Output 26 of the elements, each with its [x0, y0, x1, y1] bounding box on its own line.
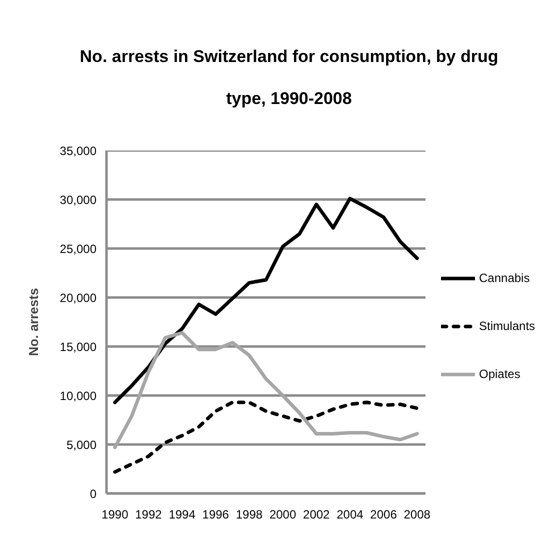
x-tick-label: 1992 [135, 508, 162, 522]
x-tick-label: 1996 [202, 508, 230, 522]
y-tick-label: 5,000 [66, 438, 97, 452]
y-tick-label: 35,000 [60, 144, 97, 158]
y-tick-label: 10,000 [60, 389, 97, 403]
line-series [113, 196, 419, 404]
legend-label: Cannabis [479, 270, 530, 286]
y-tick-label: 15,000 [60, 340, 97, 354]
line-series [113, 400, 419, 474]
x-tick-label: 2000 [269, 508, 296, 522]
y-tick-label: 20,000 [60, 291, 97, 305]
legend-label: Stimulants [479, 318, 536, 334]
y-tick-label: 30,000 [60, 193, 97, 207]
legend-label: Opiates [479, 366, 520, 382]
x-tick-label: 2002 [303, 508, 330, 522]
y-tick-label: 25,000 [60, 242, 97, 256]
y-tick-label: 0 [90, 487, 97, 501]
x-tick-label: 2004 [336, 508, 364, 522]
x-tick-label: 2006 [370, 508, 398, 522]
y-axis-title: No. arrests [26, 288, 41, 356]
line-series [113, 331, 419, 450]
x-tick-label: 2008 [404, 508, 431, 522]
chart-title: No. arrests in Switzerland for consumption, by drug type, 1990-2008 [80, 47, 498, 108]
x-tick-label: 1990 [102, 508, 129, 522]
x-tick-label: 1998 [236, 508, 263, 522]
x-tick-label: 1994 [168, 508, 196, 522]
